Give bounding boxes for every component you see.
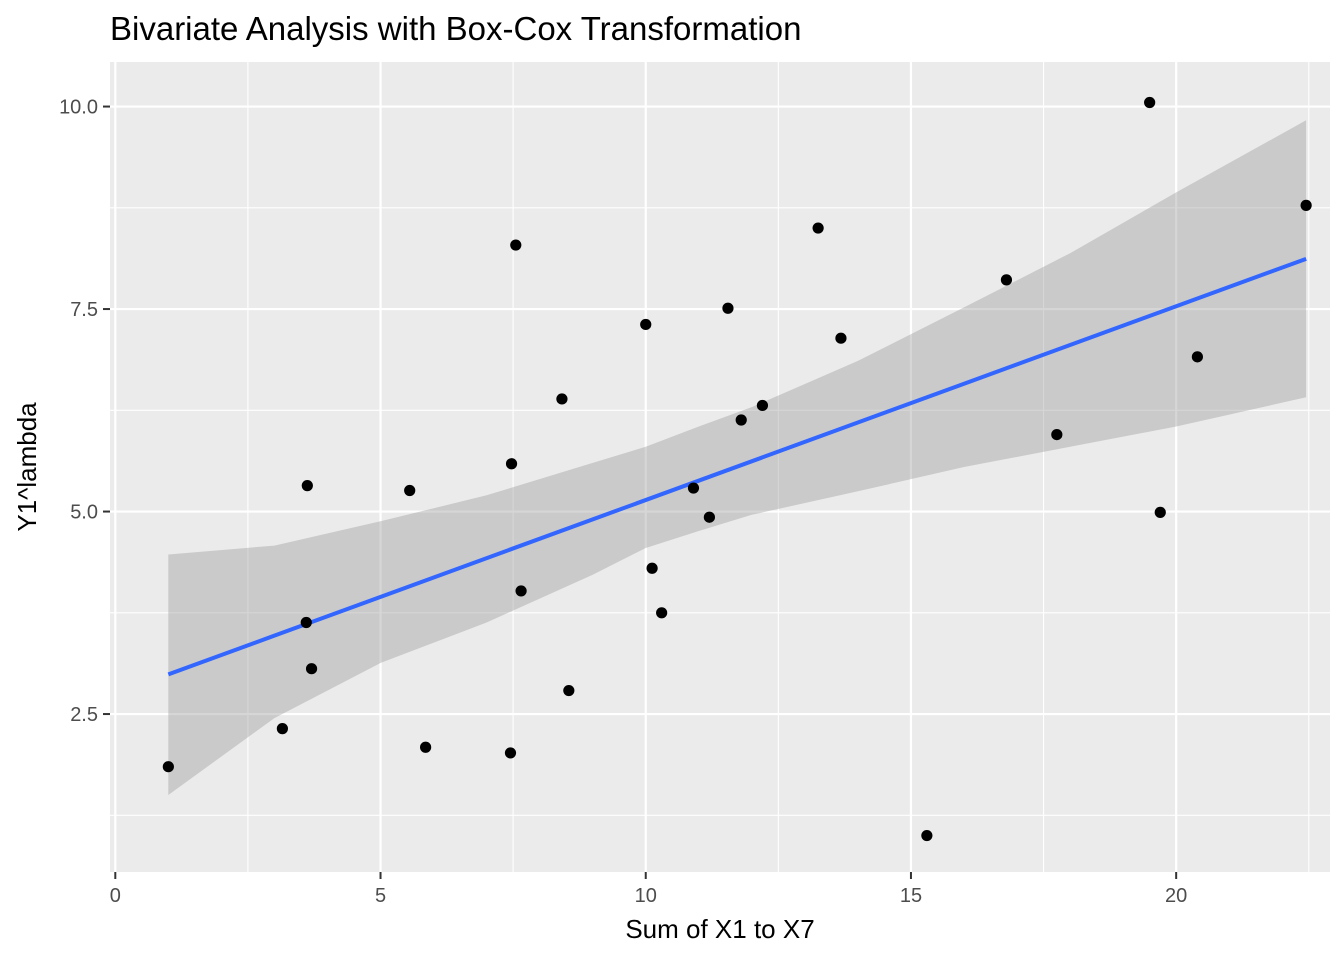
data-point — [921, 829, 933, 842]
x-tick-label: 5 — [375, 885, 386, 907]
x-tick-label: 0 — [110, 885, 121, 907]
x-axis: 0 5 10 15 20 — [110, 872, 1187, 907]
data-point — [300, 616, 312, 629]
data-point — [756, 399, 769, 412]
data-point — [646, 562, 658, 574]
data-point — [735, 414, 747, 426]
data-point — [162, 761, 174, 773]
data-point — [835, 332, 847, 344]
data-point — [510, 239, 522, 251]
data-point — [276, 723, 288, 735]
data-point — [703, 511, 715, 523]
data-point — [1300, 199, 1312, 211]
y-tick-label: 7.5 — [70, 299, 98, 321]
data-point — [1144, 96, 1156, 109]
data-point — [305, 663, 318, 675]
data-point — [301, 480, 313, 492]
regression-line — [167, 256, 1307, 677]
data-point — [505, 458, 518, 470]
data-point — [1051, 429, 1063, 441]
plot-panel — [110, 62, 1330, 872]
data-point — [420, 741, 432, 753]
data-point — [812, 222, 824, 234]
data-point — [556, 393, 568, 405]
data-point — [687, 482, 700, 494]
data-point — [515, 585, 527, 597]
confidence-band-layer — [168, 120, 1307, 796]
confidence-band — [168, 120, 1307, 796]
x-axis-label: Sum of X1 to X7 — [625, 914, 814, 944]
y-axis-label: Y1^lambda — [12, 402, 42, 532]
data-point — [656, 607, 668, 619]
data-point — [640, 318, 652, 331]
data-point — [563, 684, 575, 697]
y-tick-label: 10.0 — [59, 97, 98, 119]
data-point — [504, 747, 517, 759]
data-point — [1000, 274, 1013, 286]
x-tick-label: 10 — [635, 885, 657, 907]
data-point — [404, 484, 416, 497]
data-points-layer — [162, 96, 1312, 842]
data-point — [1154, 506, 1166, 518]
x-tick-label: 20 — [1165, 885, 1187, 907]
y-axis: 2.5 5.0 7.5 10.0 — [59, 97, 110, 726]
data-point — [722, 302, 734, 314]
regression-line-layer — [167, 256, 1307, 677]
data-point — [1191, 351, 1203, 363]
y-tick-label: 2.5 — [70, 704, 98, 726]
major-gridlines — [110, 62, 1330, 872]
x-tick-label: 15 — [900, 885, 922, 907]
chart-title: Bivariate Analysis with Box-Cox Transfor… — [110, 10, 801, 47]
y-tick-label: 5.0 — [70, 502, 98, 524]
